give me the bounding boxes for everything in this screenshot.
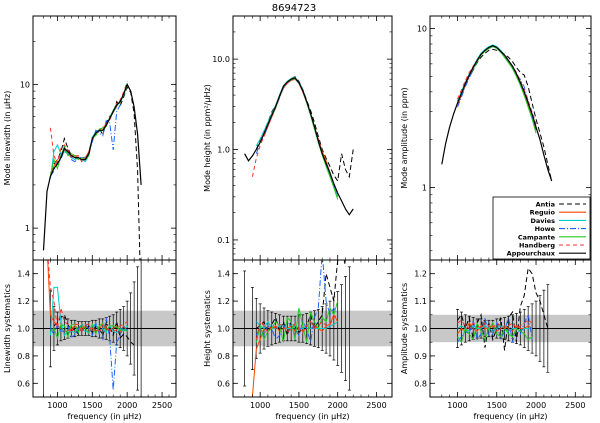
series-line-antia [256,260,346,338]
panel-6: 1000 1500 2000 2500 0.8 0.9 1.0 1.1 1.2 Amplitude… [400,259,592,421]
legend-label-campante: Campante [518,233,556,241]
series-line-handberg [457,319,533,330]
series-line-campante [457,321,533,344]
x-tick-label: 2500 [152,401,172,410]
legend-label-davies: Davies [530,217,555,225]
series-line-appourchaux [42,83,142,251]
panel-5: 1000 1500 2000 2500 0.6 0.8 1.0 1.2 1.4 Height sy… [203,259,393,421]
y-tick-label: 0.8 [217,352,230,361]
series-line-campante [49,85,128,177]
series-line-howe [49,85,128,177]
x-tick-label: 2000 [526,401,546,410]
y-tick-label: 0.1 [217,236,230,245]
y-tick-label: 1.2 [414,270,427,279]
series-group [42,81,142,260]
x-tick-label: 2500 [565,401,585,410]
y-tick-label: 1.2 [17,297,30,306]
series-line-howe [255,77,339,195]
x-tick-label: 1000 [447,401,467,410]
series-line-campante [255,77,339,200]
y-axis-label: Mode linewidth (in µHz) [3,91,12,186]
panel-1: 1 10 Mode linewidth (in µHz) [3,15,177,261]
series-line-handberg [457,45,537,125]
series-line-appourchaux [244,77,354,216]
series-group [441,44,553,182]
y-axis-label: Amplitude systematics [400,283,409,374]
series-line-antia [53,85,141,260]
x-tick-label: 2000 [117,401,137,410]
series-group [47,260,135,391]
panel-frame [232,15,393,261]
series-line-reguio [255,78,339,197]
series-group [251,260,346,397]
y-tick-label: 10 [417,25,427,34]
series-group [244,76,354,216]
legend-label-howe: Howe [535,225,556,233]
series-line-howe [255,260,339,343]
y-tick-label: 0.8 [414,379,427,388]
x-tick-label: 2000 [328,401,348,410]
y-axis-label: Linewidth systematics [3,284,12,373]
y-tick-label: 1.4 [217,270,230,279]
series-group [457,266,549,351]
legend: AntiaReguioDaviesHoweCampanteHandbergApp… [492,196,591,260]
y-axis-label: Mode amplitude (in ppm) [400,87,409,188]
series-line-handberg [251,77,339,194]
legend-label-antia: Antia [536,201,555,209]
x-tick-label: 1500 [487,401,507,410]
y-tick-label: 10 [20,81,30,90]
y-tick-label: 1 [422,184,427,193]
series-line-antia [255,76,354,183]
legend-label-appourchaux: Appourchaux [507,250,556,258]
y-tick-label: 1.0 [217,325,230,334]
x-tick-label: 1500 [289,401,309,410]
y-tick-label: 1.1 [414,297,427,306]
y-tick-label: 0.6 [217,379,230,388]
y-tick-label: 0.6 [17,379,30,388]
y-tick-label: 1.0 [414,325,427,334]
x-tick-label: 1500 [82,401,102,410]
chart-title: 8694723 [272,3,317,14]
panel-2: 0.1 1.0 10.0 Mode height (in ppm²/µHz) [203,15,393,261]
x-axis-label: frequency (in µHz) [275,412,349,421]
series-line-antia [457,48,553,182]
series-line-reguio [49,85,128,174]
x-tick-label: 1000 [47,401,67,410]
panel-frame [32,15,177,261]
y-tick-label: 0.9 [414,352,427,361]
series-line-antia [53,313,135,346]
series-line-appourchaux [441,45,553,182]
x-tick-label: 1000 [250,401,270,410]
y-tick-label: 0.8 [17,352,30,361]
y-axis-label: Height systematics [203,290,212,367]
y-tick-label: 1 [25,224,30,233]
series-line-handberg [255,314,338,340]
x-tick-label: 2500 [366,401,386,410]
legend-box [492,196,591,260]
series-line-davies [49,83,128,180]
legend-label-handberg: Handberg [519,242,555,250]
y-tick-label: 1.4 [17,270,30,279]
y-tick-label: 1.2 [217,297,230,306]
y-axis-label: Mode height (in ppm²/µHz) [203,84,212,192]
y-tick-label: 1.0 [217,146,230,155]
series-line-davies [255,76,339,197]
x-axis-label: frequency (in µHz) [473,412,547,421]
series-line-howe [457,46,537,131]
series-line-antia [457,266,549,351]
x-axis-label: frequency (in µHz) [67,412,141,421]
series-line-howe [49,317,128,391]
series-line-campante [50,322,128,340]
y-tick-label: 1.0 [17,325,30,334]
series-line-handberg [47,260,128,334]
panel-4: 1000 1500 2000 2500 0.6 0.8 1.0 1.2 1.4 Linewidth… [3,259,177,421]
legend-label-reguio: Reguio [530,209,556,217]
y-tick-label: 10.0 [212,55,230,64]
